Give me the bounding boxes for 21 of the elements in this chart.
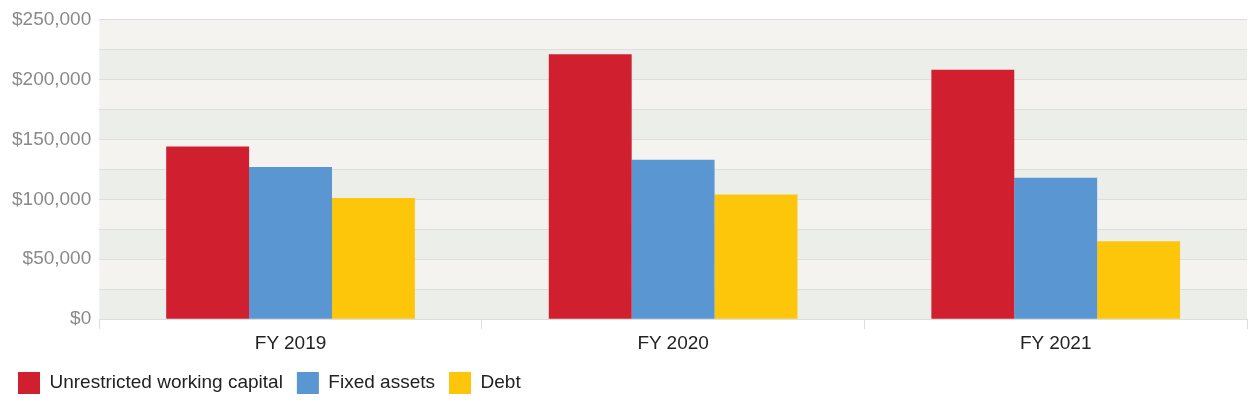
legend-label: Debt (480, 371, 522, 393)
legend-label: Unrestricted working capital (49, 371, 283, 393)
y-tick-label: $50,000 (22, 247, 92, 269)
y-tick-label: $200,000 (12, 67, 92, 89)
bar (1014, 177, 1098, 319)
y-tick-label: $150,000 (12, 127, 92, 149)
x-tick-label: FY 2021 (1019, 331, 1092, 353)
y-tick-label: $250,000 (12, 7, 92, 29)
x-tick-label: FY 2019 (254, 331, 327, 353)
bar (548, 54, 632, 319)
bar (331, 198, 415, 319)
y-tick-label: $0 (70, 307, 92, 329)
bar (714, 194, 798, 319)
bar (1097, 241, 1181, 319)
bar (166, 146, 250, 319)
bar (249, 166, 332, 319)
bar (631, 159, 715, 319)
x-tick-label: FY 2020 (637, 331, 709, 353)
y-tick-label: $100,000 (12, 187, 92, 209)
bar (931, 69, 1015, 319)
legend-label: Fixed assets (328, 371, 436, 393)
